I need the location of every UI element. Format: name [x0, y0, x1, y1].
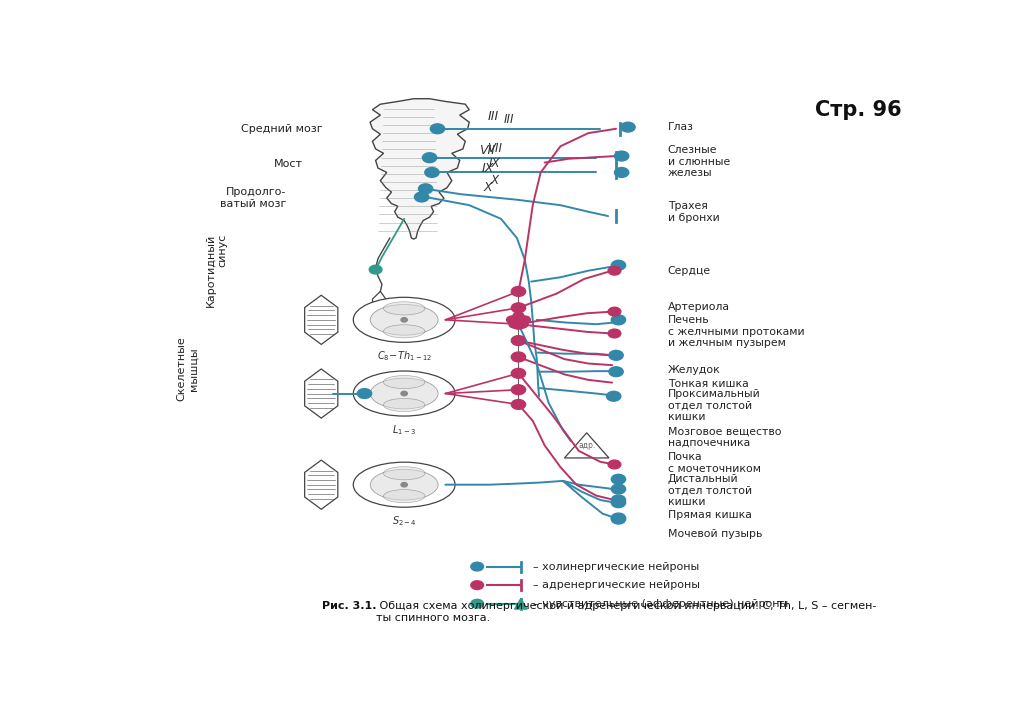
Circle shape	[357, 389, 372, 398]
Ellipse shape	[383, 490, 425, 503]
Polygon shape	[305, 460, 338, 509]
Circle shape	[401, 483, 408, 487]
Text: III: III	[504, 113, 514, 126]
Text: Скелетные
мышцы: Скелетные мышцы	[177, 337, 199, 401]
Circle shape	[611, 474, 626, 484]
Circle shape	[611, 498, 626, 508]
Ellipse shape	[353, 462, 455, 507]
Circle shape	[401, 318, 408, 322]
Polygon shape	[370, 99, 469, 239]
Circle shape	[519, 316, 530, 323]
Circle shape	[511, 335, 525, 345]
Text: Трахея
и бронхи: Трахея и бронхи	[668, 201, 720, 223]
Text: Артериола: Артериола	[668, 302, 730, 312]
Circle shape	[471, 562, 483, 571]
Circle shape	[471, 599, 483, 608]
Text: $S_{2-4}$: $S_{2-4}$	[392, 514, 417, 528]
Circle shape	[611, 260, 626, 270]
Ellipse shape	[371, 469, 438, 500]
Circle shape	[509, 320, 520, 328]
Text: IX: IX	[488, 157, 501, 169]
Text: Печень
с желчными протоками
и желчным пузырем: Печень с желчными протоками и желчным пу…	[668, 316, 804, 348]
Circle shape	[511, 286, 525, 296]
Text: Прямая кишка: Прямая кишка	[668, 510, 752, 520]
Polygon shape	[305, 295, 338, 345]
Text: Мозговое вещество
надпочечника: Мозговое вещество надпочечника	[668, 426, 781, 448]
Ellipse shape	[383, 302, 425, 315]
Text: III: III	[487, 111, 499, 123]
Circle shape	[423, 152, 436, 162]
Polygon shape	[514, 598, 527, 609]
Circle shape	[608, 307, 621, 316]
Text: Проксимальный
отдел толстой
кишки: Проксимальный отдел толстой кишки	[668, 389, 761, 422]
Text: Рис. 3.1.: Рис. 3.1.	[323, 601, 377, 611]
Circle shape	[471, 581, 483, 589]
Text: – холинергические нейроны: – холинергические нейроны	[532, 562, 699, 571]
Circle shape	[608, 460, 621, 469]
Ellipse shape	[371, 304, 438, 335]
Text: Глаз: Глаз	[668, 122, 693, 132]
Circle shape	[517, 320, 528, 328]
Text: $L_{1-3}$: $L_{1-3}$	[392, 423, 416, 437]
Circle shape	[608, 329, 621, 338]
Circle shape	[401, 391, 408, 396]
Text: Стр. 96: Стр. 96	[815, 100, 901, 120]
Text: $C_8\!-\!Th_{1-12}$: $C_8\!-\!Th_{1-12}$	[377, 350, 432, 363]
Text: Почка
с мочеточником: Почка с мочеточником	[668, 452, 761, 474]
Ellipse shape	[383, 467, 425, 480]
Text: Желудок: Желудок	[668, 365, 721, 375]
Circle shape	[611, 495, 626, 505]
Ellipse shape	[353, 371, 455, 416]
Polygon shape	[305, 369, 338, 418]
Circle shape	[511, 400, 525, 409]
Circle shape	[611, 484, 626, 494]
Circle shape	[511, 369, 525, 378]
Text: – чувствительные (афферентные) нейроны: – чувствительные (афферентные) нейроны	[532, 598, 788, 609]
Text: X: X	[490, 174, 499, 186]
Text: VII: VII	[487, 142, 502, 155]
Text: IX: IX	[481, 162, 494, 174]
Circle shape	[511, 352, 525, 362]
Circle shape	[511, 303, 525, 313]
Ellipse shape	[371, 378, 438, 409]
Text: Продолго-
ватый мозг: Продолго- ватый мозг	[220, 187, 287, 209]
Circle shape	[425, 167, 439, 177]
Circle shape	[608, 267, 621, 275]
Circle shape	[415, 192, 429, 202]
Circle shape	[507, 316, 518, 323]
Text: – адренергические нейроны: – адренергические нейроны	[532, 580, 699, 590]
Ellipse shape	[353, 297, 455, 342]
Circle shape	[609, 350, 624, 360]
Circle shape	[430, 124, 444, 134]
Text: Средний мозг: Средний мозг	[241, 124, 323, 134]
Circle shape	[611, 514, 626, 524]
Circle shape	[513, 312, 524, 320]
Circle shape	[370, 265, 382, 274]
Text: Мост: Мост	[273, 160, 303, 169]
Circle shape	[614, 151, 629, 161]
Circle shape	[611, 315, 626, 325]
Text: Тонкая кишка: Тонкая кишка	[668, 379, 749, 389]
Text: Дистальный
отдел толстой
кишки: Дистальный отдел толстой кишки	[668, 474, 752, 507]
Text: Сердце: Сердце	[668, 266, 711, 276]
Circle shape	[609, 367, 624, 376]
Circle shape	[606, 391, 621, 401]
Text: X: X	[483, 182, 492, 194]
Circle shape	[614, 167, 629, 177]
Circle shape	[419, 184, 433, 194]
Circle shape	[511, 319, 525, 329]
Circle shape	[621, 122, 635, 132]
Text: адр.: адр.	[579, 441, 595, 450]
Ellipse shape	[383, 325, 425, 338]
Text: Общая схема холинергической и адренергической иннервации. C, Th, L, S – сегмен-
: Общая схема холинергической и адренергич…	[377, 601, 877, 623]
Text: VII: VII	[479, 144, 496, 157]
Ellipse shape	[383, 398, 425, 411]
Text: Каротидный
синус: Каротидный синус	[206, 234, 227, 307]
Text: Мочевой пузырь: Мочевой пузырь	[668, 529, 762, 539]
Text: Слезные
и слюнные
железы: Слезные и слюнные железы	[668, 145, 730, 178]
Ellipse shape	[383, 376, 425, 389]
Circle shape	[611, 513, 626, 523]
Circle shape	[511, 385, 525, 395]
